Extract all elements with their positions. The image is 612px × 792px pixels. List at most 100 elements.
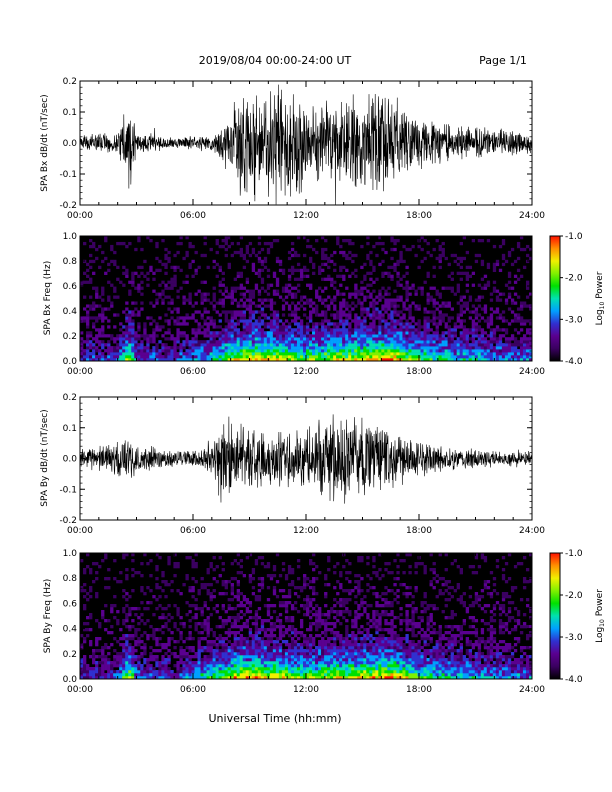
spectrogram-cell xyxy=(128,280,132,284)
spectrogram-cell xyxy=(528,358,533,362)
spectrogram-cell xyxy=(197,646,201,650)
spectrogram-cell xyxy=(402,346,406,350)
spectrogram-cell xyxy=(233,298,237,302)
spectrogram-cell xyxy=(306,244,310,249)
spectrogram-cell xyxy=(149,337,153,341)
spectrogram-cell xyxy=(312,262,316,267)
spectrogram-cell xyxy=(504,319,509,323)
spectrogram-cell xyxy=(477,334,482,338)
spectrogram-cell xyxy=(321,325,325,329)
spectrogram-cell xyxy=(242,625,247,629)
spectrogram-cell xyxy=(260,640,265,644)
spectrogram-cell xyxy=(396,304,400,308)
spectrogram-cell xyxy=(131,331,135,335)
spectrogram-cell xyxy=(176,316,180,320)
spectrogram-cell xyxy=(390,298,394,302)
spectrogram-cell xyxy=(191,565,195,569)
spectrogram-cell xyxy=(312,589,316,593)
spectrogram-cell xyxy=(324,304,328,308)
spectrogram-cell xyxy=(173,553,177,557)
spectrogram-cell xyxy=(284,607,289,611)
spectrogram-cell xyxy=(191,589,195,593)
spectrogram-cell xyxy=(206,316,210,320)
spectrogram-cell xyxy=(435,337,439,341)
spectrogram-cell xyxy=(257,310,262,314)
spectrogram-cell xyxy=(221,352,225,356)
spectrogram-cell xyxy=(315,622,319,626)
spectrogram-cell xyxy=(89,238,93,243)
spectrogram-cell xyxy=(185,646,189,650)
spectrogram-cell xyxy=(402,337,406,341)
spectrogram-cell xyxy=(290,616,295,620)
spectrogram-cell xyxy=(161,334,165,338)
spectrogram-cell xyxy=(369,295,373,299)
spectrogram-cell xyxy=(324,595,328,599)
spectrogram-cell xyxy=(396,313,400,317)
spectrogram-cell xyxy=(173,622,177,626)
spectrogram-cell xyxy=(83,661,87,665)
spectrogram-cell xyxy=(327,256,331,261)
spectrogram-cell xyxy=(101,613,105,617)
spectrogram-cell xyxy=(321,319,325,323)
spectrogram-cell xyxy=(170,355,174,359)
spectrogram-cell xyxy=(378,331,382,335)
spectrogram-cell xyxy=(275,673,280,677)
spectrogram-cell xyxy=(176,331,180,335)
spectrogram-cell xyxy=(146,601,150,605)
spectrogram-cell xyxy=(146,673,150,677)
spectrogram-cell xyxy=(137,337,141,341)
spectrogram-cell xyxy=(98,673,102,677)
spectrogram-cell xyxy=(287,619,292,623)
spectrogram-cell xyxy=(128,328,132,332)
spectrogram-cell xyxy=(182,670,186,674)
spectrogram-cell xyxy=(372,340,376,344)
spectrogram-cell xyxy=(179,649,183,653)
spectrogram-cell xyxy=(275,625,280,629)
spectrogram-cell xyxy=(248,634,253,638)
spectrogram-cell xyxy=(287,601,292,605)
spectrogram-cell xyxy=(411,283,415,287)
spectrogram-cell xyxy=(278,295,283,299)
spectrogram-cell xyxy=(167,355,171,359)
spectrogram-cell xyxy=(188,625,192,629)
spectrogram-cell xyxy=(390,313,394,317)
spectrogram-cell xyxy=(414,334,418,338)
spectrogram-cell xyxy=(176,670,180,674)
spectrogram-cell xyxy=(354,325,358,329)
spectrogram-cell xyxy=(480,346,485,350)
spectrogram-cell xyxy=(275,658,280,662)
spectrogram-cell xyxy=(242,313,247,317)
spectrogram-cell xyxy=(224,637,228,641)
spectrogram-cell xyxy=(101,331,105,335)
spectrogram-cell xyxy=(357,292,361,296)
spectrogram-cell xyxy=(242,340,247,344)
spectrogram-cell xyxy=(519,337,524,341)
spectrogram-cell xyxy=(185,340,189,344)
spectrogram-cell xyxy=(426,328,430,332)
spectrogram-cell xyxy=(405,292,409,296)
spectrogram-cell xyxy=(80,355,84,359)
spectrogram-cell xyxy=(372,349,376,353)
spectrogram-cell xyxy=(315,340,319,344)
spectrogram-cell xyxy=(278,601,283,605)
spectrogram-cell xyxy=(185,313,189,317)
spectrogram-cell xyxy=(360,265,364,270)
spectrogram-cell xyxy=(83,583,87,587)
spectrogram-cell xyxy=(131,310,135,314)
spectrogram-cell xyxy=(95,619,99,623)
spectrogram-cell xyxy=(155,328,159,332)
spectrogram-cell xyxy=(275,667,280,671)
spectrogram-cell xyxy=(510,343,515,347)
spectrogram-cell xyxy=(140,589,144,593)
spectrogram-cell xyxy=(432,340,436,344)
by-spectrogram-image xyxy=(80,553,533,680)
spectrogram-cell xyxy=(224,313,228,317)
spectrogram-cell xyxy=(318,343,322,347)
spectrogram-cell xyxy=(489,322,494,326)
spectrogram-cell xyxy=(125,661,129,665)
spectrogram-cell xyxy=(417,325,421,329)
spectrogram-cell xyxy=(119,358,123,362)
spectrogram-cell xyxy=(354,334,358,338)
spectrogram-cell xyxy=(107,676,111,680)
spectrogram-cell xyxy=(378,358,382,362)
